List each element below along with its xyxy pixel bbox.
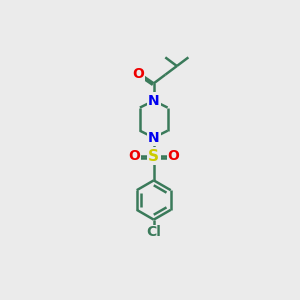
Text: O: O xyxy=(128,149,140,163)
Text: O: O xyxy=(132,67,144,80)
Text: N: N xyxy=(148,94,160,108)
Text: O: O xyxy=(167,149,179,163)
Text: Cl: Cl xyxy=(146,225,161,239)
Text: S: S xyxy=(148,148,159,164)
Text: N: N xyxy=(148,130,160,145)
